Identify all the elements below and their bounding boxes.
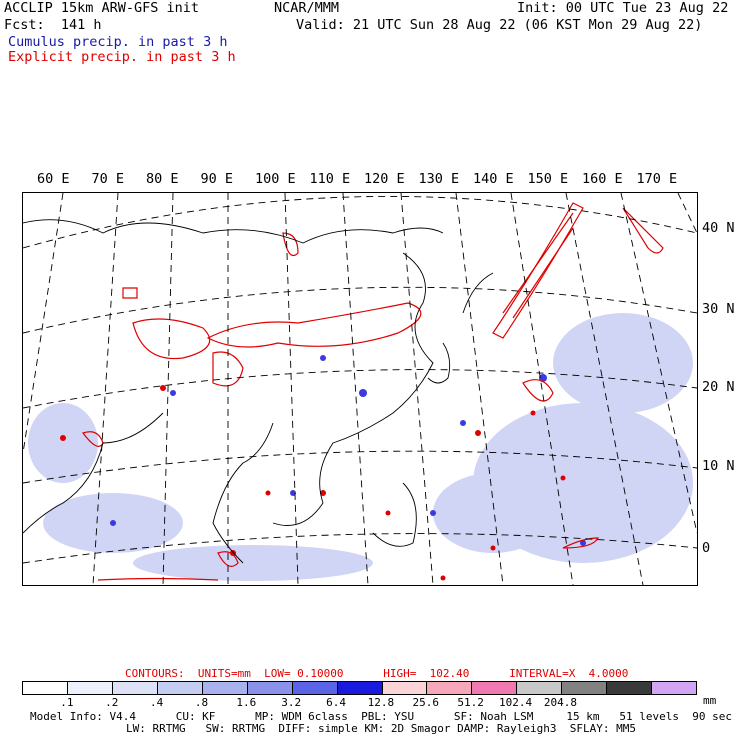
longitude-label: 130 E [418,171,460,187]
colorbar-cell [202,682,248,694]
longitude-label: 90 E [200,171,234,187]
explicit-precip-cores [60,385,566,581]
latitude-label: 10 N [702,458,735,474]
colorbar-label: 204.8 [543,696,577,709]
longitude-label: 170 E [636,171,678,187]
longitude-label: 100 E [255,171,296,187]
contours-info: CONTOURS: UNITS=mm LOW= 0.10000 HIGH= 10… [125,667,629,680]
colorbar-label: .4 [149,696,164,709]
colorbar-cell [292,682,338,694]
colorbar-cell [607,682,653,694]
colorbar-label: .8 [194,696,209,709]
colorbar-cell [517,682,563,694]
model-title: ACCLIP 15km ARW-GFS init [4,0,200,16]
longitude-label: 120 E [364,171,405,187]
longitude-label: 150 E [527,171,569,187]
explicit-legend-label: Explicit precip. in past 3 h [8,49,236,65]
colorbar-cell [472,682,518,694]
colorbar-cell [652,682,697,694]
colorbar-label: 3.2 [281,696,302,709]
colorbar-cell [337,682,383,694]
init-time: Init: 00 UTC Tue 23 Aug 22 [517,0,729,16]
cumulus-precip-cores [110,355,586,546]
longitude-label: 80 E [146,171,179,187]
valid-time: Valid: 21 UTC Sun 28 Aug 22 (06 KST Mon … [296,17,703,33]
cumulus-legend-label: Cumulus precip. in past 3 h [8,34,228,50]
colorbar-label: 6.4 [326,696,346,709]
colorbar-cell [67,682,113,694]
colorbar-label: 102.4 [498,696,533,709]
model-info-line: Model Info: V4.4 CU: KF MP: WDM 6class P… [30,710,732,723]
colorbar-cell [23,682,68,694]
colorbar-cell [562,682,608,694]
longitude-label: 160 E [582,171,623,187]
colorbar-cell [427,682,473,694]
colorbar-cell [157,682,203,694]
colorbar-label: .2 [105,696,119,709]
colorbar [22,681,697,695]
colorbar-cell [382,682,428,694]
cumulus-precip-areas [28,313,693,581]
longitude-label: 110 E [309,171,351,187]
latlon-grid [23,193,697,585]
precipitation-map [22,192,698,586]
longitude-label: 60 E [37,171,70,187]
latitude-label: 30 N [702,301,735,317]
colorbar-unit: mm [703,694,717,707]
colorbar-label: .1 [60,696,74,709]
map-canvas [23,193,697,585]
colorbar-label: 12.8 [367,696,395,709]
latitude-label: 20 N [702,379,735,395]
physics-info-line: LW: RRTMG SW: RRTMG DIFF: simple KM: 2D … [126,722,636,735]
colorbar-cell [247,682,293,694]
latitude-label: 0 [702,540,711,556]
colorbar-label: 1.6 [236,696,257,709]
latitude-label: 40 N [702,220,735,236]
org-label: NCAR/MMM [274,0,340,16]
colorbar-cell [112,682,158,694]
colorbar-label: 51.2 [457,696,484,709]
colorbar-label: 25.6 [412,696,440,709]
forecast-hour: Fcst: 141 h [4,17,102,33]
longitude-label: 70 E [91,171,125,187]
longitude-label: 140 E [473,171,514,187]
